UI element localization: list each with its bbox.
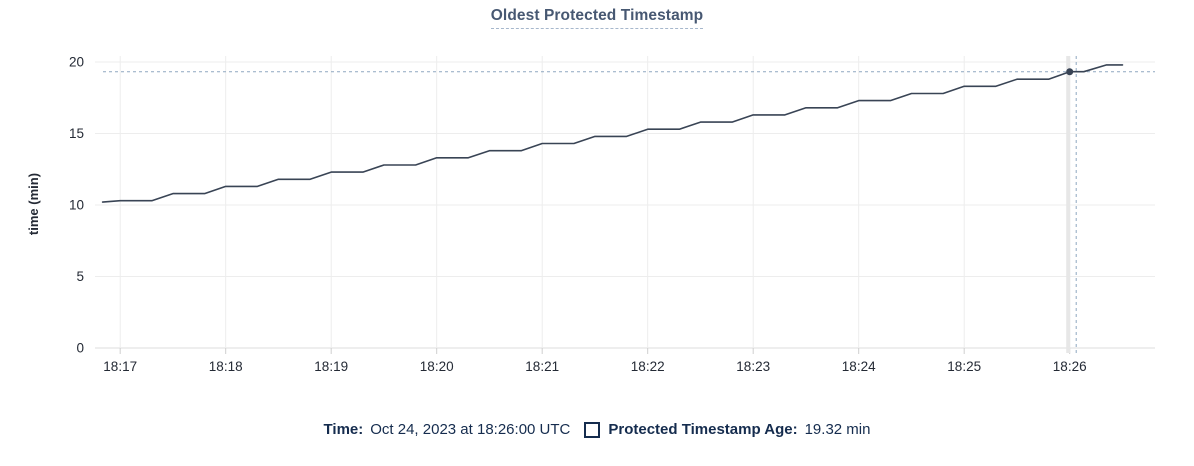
chart-legend: Time: Oct 24, 2023 at 18:26:00 UTC Prote… [0,419,1194,441]
y-tick-label: 15 [69,126,84,141]
chart-header: Oldest Protected Timestamp [0,7,1194,29]
legend-series-label: Protected Timestamp Age: [608,421,798,438]
x-tick-label: 18:26 [1053,359,1087,374]
x-tick-label: 18:21 [525,359,559,374]
chart-canvas[interactable]: 0 5 10 15 20 18:17 18:18 18:19 18:20 18:21 18:22 18… [0,48,1194,388]
x-tick-label: 18:25 [947,359,981,374]
x-tick-label: 18:17 [103,359,137,374]
legend-time-label: Time: [323,421,364,438]
legend-series-value: 19.32 min [804,421,871,438]
series-checkbox[interactable] [584,422,601,438]
x-tick-label: 18:19 [314,359,348,374]
legend-time-value: Oct 24, 2023 at 18:26:00 UTC [370,421,571,438]
series-line [101,64,1124,203]
y-tick-label: 10 [69,198,84,213]
x-tick-label: 18:24 [842,359,876,374]
y-tick-label: 5 [76,269,84,284]
x-tick-label: 18:22 [631,359,665,374]
legend-time: Time: Oct 24, 2023 at 18:26:00 UTC [324,419,571,441]
x-tick-label: 18:20 [420,359,454,374]
chart-title[interactable]: Oldest Protected Timestamp [490,7,704,29]
y-tick-label: 20 [69,55,84,70]
legend-series-toggle[interactable]: Protected Timestamp Age: 19.32 min [584,419,870,441]
x-tick-label: 18:23 [736,359,770,374]
x-tick-label: 18:18 [209,359,243,374]
y-tick-label: 0 [76,341,84,356]
highlight-dot [1066,68,1074,76]
